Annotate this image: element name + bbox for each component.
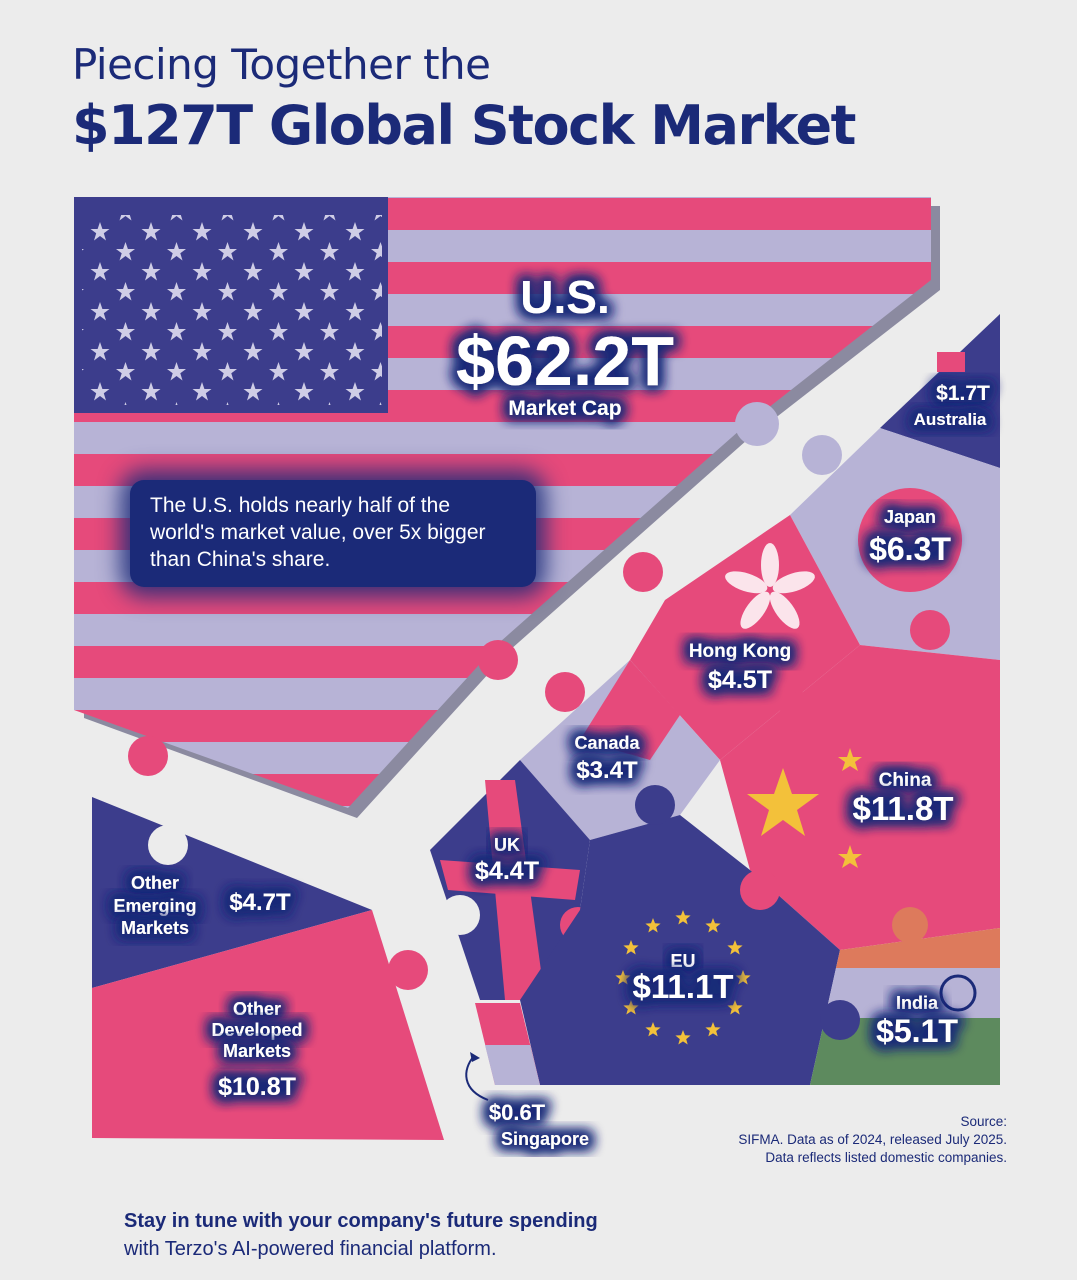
eu-star [623, 940, 639, 955]
eu-star [727, 1000, 743, 1015]
india-tab [820, 1000, 860, 1040]
other-developed-piece [92, 910, 444, 1140]
eu-star [675, 910, 691, 925]
canada-value-label: $3.4T [576, 757, 638, 784]
eu-star [735, 970, 751, 985]
uk-name-label: UK [494, 835, 520, 855]
uk-cross-h [440, 860, 580, 900]
eu-stars [615, 910, 751, 1045]
other-developed-name-1: Other [233, 999, 281, 1019]
singapore-value-label: $0.6T [489, 1100, 546, 1125]
other-developed-name-3: Markets [223, 1041, 291, 1061]
us-tab [735, 402, 779, 446]
eu-star [615, 970, 631, 985]
eu-tab-2 [740, 870, 780, 910]
source-line-2: SIFMA. Data as of 2024, released July 20… [738, 1132, 1007, 1147]
other-developed-value-label: $10.8T [218, 1073, 296, 1101]
india-chakra [939, 974, 977, 1012]
other-emerging-name-2: Emerging [113, 896, 196, 916]
japan-value-label: $6.3T [869, 531, 951, 567]
eu-star [705, 1022, 721, 1037]
eu-star [645, 1022, 661, 1037]
singapore-arrow-icon [465, 1055, 489, 1101]
hong-kong-tab [623, 552, 663, 592]
eu-tab [635, 785, 675, 825]
us-tab-2 [478, 640, 518, 680]
india-piece [810, 928, 1000, 1085]
source-note: Source: SIFMA. Data as of 2024, released… [738, 1113, 1007, 1167]
hong-kong-value-label: $4.5T [708, 666, 772, 694]
china-big-star [747, 768, 819, 836]
us-value-label: $62.2T [456, 322, 674, 400]
us-note-callout: The U.S. holds nearly half of the world'… [130, 480, 536, 587]
japan-tab-2 [910, 610, 950, 650]
hong-kong-name-label: Hong Kong [689, 641, 791, 662]
other-emerging-name-1: Other [131, 873, 179, 893]
eu-star [727, 940, 743, 955]
singapore-name-label: Singapore [501, 1129, 589, 1149]
china-star-2 [838, 845, 862, 868]
title-line-1: Piecing Together the [72, 40, 491, 89]
china-value-label: $11.8T [853, 790, 954, 827]
eu-name-label: EU [670, 951, 695, 971]
singapore-arrowhead [470, 1052, 480, 1062]
uk-tab [440, 895, 480, 935]
eu-star [705, 918, 721, 933]
australia-name-label: Australia [914, 410, 987, 429]
australia-piece [880, 314, 1000, 468]
title-line-2: $127T Global Stock Market [72, 94, 857, 157]
canada-tab [545, 672, 585, 712]
china-tab [780, 692, 820, 732]
china-star-1 [838, 748, 862, 771]
eu-value-label: $11.1T [633, 968, 734, 1005]
source-line-1: Source: [960, 1114, 1007, 1129]
us-stars [82, 215, 382, 405]
japan-sun [858, 488, 962, 592]
india-tab-2 [892, 907, 928, 943]
source-line-3: Data reflects listed domestic companies. [765, 1150, 1007, 1165]
japan-tab [802, 435, 842, 475]
singapore-white [485, 1045, 540, 1085]
cta-subline: with Terzo's AI-powered financial platfo… [124, 1238, 497, 1260]
eu-star [623, 1000, 639, 1015]
us-tab-3 [128, 736, 168, 776]
uk-value-label: $4.4T [475, 857, 539, 885]
us-caption-label: Market Cap [508, 397, 621, 420]
japan-name-label: Japan [884, 507, 936, 527]
cta-headline: Stay in tune with your company's future … [124, 1210, 598, 1232]
canada-band [580, 660, 680, 760]
hong-kong-bauhinia [725, 543, 815, 629]
canada-name-label: Canada [574, 733, 640, 753]
us-name-label: U.S. [520, 271, 609, 323]
australia-flag-corner [937, 352, 965, 372]
eu-star [675, 1030, 691, 1045]
eu-star [645, 918, 661, 933]
other-emerging-name-3: Markets [121, 918, 189, 938]
china-name-label: China [879, 770, 932, 791]
india-value-label: $5.1T [876, 1013, 958, 1049]
other-developed-name-2: Developed [211, 1020, 302, 1040]
australia-value-label: $1.7T [936, 382, 990, 405]
other-emerging-value-label: $4.7T [229, 889, 291, 916]
other-tab-2 [388, 950, 428, 990]
india-name-label: India [896, 993, 939, 1013]
other-tab-1 [148, 825, 188, 865]
